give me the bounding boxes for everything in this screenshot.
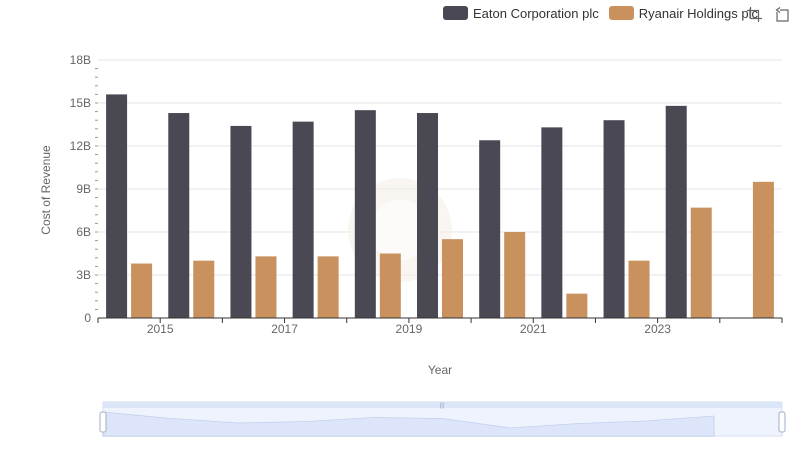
legend-label-eaton: Eaton Corporation plc xyxy=(473,5,599,21)
x-tick-label: 2015 xyxy=(147,322,174,336)
bar-ryanair-2015[interactable] xyxy=(193,260,215,318)
x-axis-tick-labels: 2015 2017 2019 2021 2023 xyxy=(147,322,671,336)
x-tick-label: 2021 xyxy=(520,322,547,336)
bar-eaton-2018[interactable] xyxy=(354,110,376,319)
y-tick-label: 6B xyxy=(76,225,91,239)
bar-ryanair-2017[interactable] xyxy=(317,256,339,318)
bar-eaton-2022[interactable] xyxy=(603,120,625,318)
bar-ryanair-2018[interactable] xyxy=(379,253,401,319)
y-tick-label: 9B xyxy=(76,182,91,196)
x-tick-label: 2023 xyxy=(644,322,671,336)
y-minor-ticks xyxy=(95,68,98,310)
x-tick-label: 2017 xyxy=(271,322,298,336)
y-tick-label: 3B xyxy=(76,268,91,282)
data-zoom-top-bar[interactable] xyxy=(103,402,782,408)
bar-eaton-2015[interactable] xyxy=(168,113,190,319)
data-zoom-handle-left[interactable] xyxy=(99,411,107,433)
bar-ryanair-2014[interactable] xyxy=(131,263,153,318)
bar-ryanair-2023[interactable] xyxy=(690,207,712,318)
legend-item-ryanair[interactable]: Ryanair Holdings plc xyxy=(608,5,758,21)
legend-swatch-eaton xyxy=(443,6,468,20)
y-tick-label: 0 xyxy=(84,311,91,325)
toolbox xyxy=(747,7,800,22)
bar-eaton-2016[interactable] xyxy=(230,125,252,318)
bar-ryanair-2020[interactable] xyxy=(504,232,526,318)
y-tick-label: 12B xyxy=(70,139,91,153)
bar-eaton-2021[interactable] xyxy=(541,127,563,318)
x-axis-ticks xyxy=(97,318,783,323)
bar-ryanair-2022[interactable] xyxy=(628,260,650,318)
bar-eaton-2019[interactable] xyxy=(417,113,438,319)
bar-ryanair-2024[interactable] xyxy=(752,181,774,318)
bar-ryanair-2021[interactable] xyxy=(566,293,588,318)
x-axis-title: Year xyxy=(428,363,452,377)
zoom-icon[interactable] xyxy=(747,7,762,22)
bar-eaton-2023[interactable] xyxy=(665,105,687,318)
data-zoom-grip[interactable]: ||| xyxy=(440,403,445,409)
bars xyxy=(106,94,774,319)
data-zoom-slider[interactable]: ||| xyxy=(99,401,786,437)
y-axis-title: Cost of Revenue xyxy=(39,145,53,235)
restore-icon[interactable] xyxy=(774,7,789,22)
y-axis-tick-labels: 0 3B 6B 9B 12B 15B 18B xyxy=(70,53,92,325)
y-tick-label: 18B xyxy=(70,53,91,67)
x-tick-label: 2019 xyxy=(396,322,423,336)
bar-eaton-2017[interactable] xyxy=(292,121,314,318)
bar-eaton-2020[interactable] xyxy=(479,140,501,318)
legend: Eaton Corporation plc Ryanair Holdings p… xyxy=(443,4,768,22)
bar-ryanair-2016[interactable] xyxy=(255,256,277,318)
legend-swatch-ryanair xyxy=(608,6,634,20)
bar-ryanair-2019[interactable] xyxy=(442,239,463,318)
legend-item-eaton[interactable]: Eaton Corporation plc xyxy=(443,6,599,21)
bar-eaton-2014[interactable] xyxy=(106,94,128,319)
y-tick-label: 15B xyxy=(70,96,91,110)
legend-label-ryanair: Ryanair Holdings plc xyxy=(638,5,758,21)
data-zoom-handle-right[interactable] xyxy=(778,411,786,433)
data-zoom-selection[interactable] xyxy=(103,408,782,436)
